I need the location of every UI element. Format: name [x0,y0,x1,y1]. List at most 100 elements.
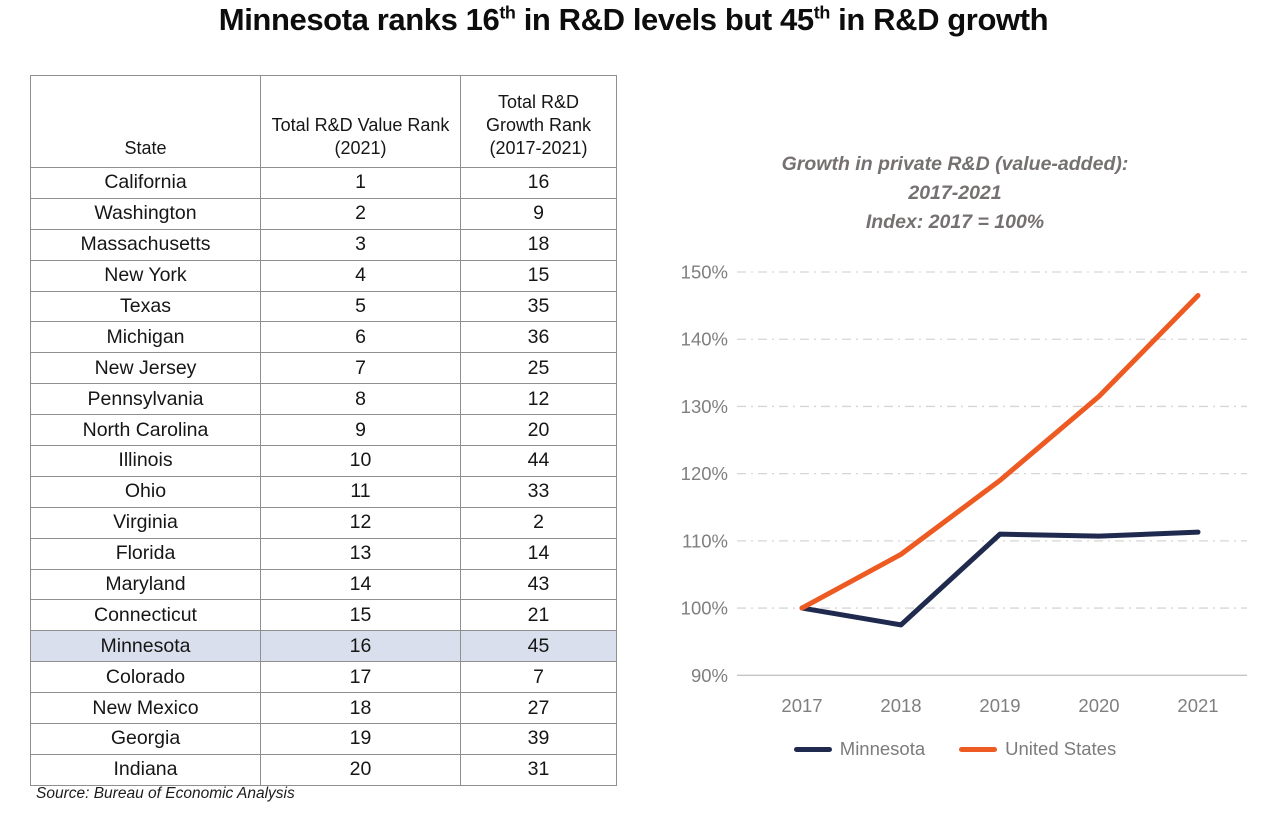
table-cell: Georgia [30,723,261,755]
y-axis-tick-label: 90% [691,665,728,686]
table-cell: 12 [460,383,617,416]
table-row: Texas 5 35 [30,290,617,323]
table-row: Georgia 19 39 [30,723,617,755]
title-ordinal-suffix: th [499,2,516,23]
source-note: Source: Bureau of Economic Analysis [36,785,295,802]
legend-line-swatch [793,746,832,752]
column-header: State [30,75,261,168]
table-cell: Colorado [30,661,261,694]
table-row: Colorado 17 7 [30,661,617,694]
table-row: New Mexico 18 27 [30,692,617,725]
table-row: Florida 13 14 [30,537,617,570]
column-header: Total R&D Value Rank (2021) [260,75,461,168]
table-cell: 17 [260,661,461,694]
table-row-highlighted: Minnesota 16 45 [30,630,617,663]
table-cell: 43 [460,568,617,601]
table-cell: Texas [30,290,261,323]
minnesota-line [799,529,1201,628]
table-cell: 45 [460,630,617,663]
title-text: Minnesota ranks 16 [218,2,500,37]
table-cell: Michigan [30,321,261,354]
table-header-row: State Total R&D Value Rank (2021) Total R&… [30,75,617,168]
table-cell: 1 [260,167,461,199]
chart-title-line3: Index: 2017 = 100% [865,211,1045,233]
table-cell: 33 [460,475,617,508]
x-axis-tick-label: 2020 [1078,695,1119,716]
table-cell: Maryland [30,568,261,601]
table-cell: North Carolina [30,414,261,447]
table-cell: 16 [460,167,617,199]
chart-title: Growth in private R&D (value-added): 201… [650,150,1260,237]
table-cell: 7 [260,352,461,385]
table-row: Pennsylvania 8 12 [30,383,617,416]
y-axis-tick-label: 140% [681,329,728,350]
table-cell: Massachusetts [30,228,261,261]
y-axis-tick-label: 150% [681,262,728,283]
table-cell: 19 [260,723,461,755]
x-axis-tick-label: 2017 [781,695,822,716]
table-cell: 16 [260,630,461,663]
table-row: Massachusetts 3 18 [30,228,617,261]
table-cell: Connecticut [30,599,261,632]
x-axis-tick-label: 2018 [880,695,921,716]
table-row: New Jersey 7 25 [30,352,617,385]
column-header: Total R&D Growth Rank (2017-2021) [460,75,617,168]
table-cell: 18 [460,228,617,261]
table-cell: 9 [260,414,461,447]
table-cell: 13 [260,537,461,570]
table-cell: 3 [260,228,461,261]
legend-item: Minnesota [793,738,926,760]
table-cell: 9 [460,197,617,230]
table-cell: 2 [460,506,617,539]
y-axis-tick-label: 130% [681,396,728,417]
table-cell: 36 [460,321,617,354]
page-title: Minnesota ranks 16th in R&D levels but 4… [0,2,1267,38]
table-body: California 1 16 Washington 2 9 Massachusetts 3 1… [30,167,617,786]
y-axis-tick-label: 120% [681,463,728,484]
table-cell: Ohio [30,475,261,508]
table-cell: 39 [460,723,617,755]
table-row: Virginia 12 2 [30,506,617,539]
table-cell: 25 [460,352,617,385]
united-states-line [799,293,1201,611]
table-row: Maryland 14 43 [30,568,617,601]
table-row: Connecticut 15 21 [30,599,617,632]
legend-item: United States [959,738,1116,760]
legend-line-swatch [959,746,998,752]
table-cell: 18 [260,692,461,725]
legend-label: Minnesota [839,738,926,759]
table-cell: 5 [260,290,461,323]
title-ordinal-suffix: th [813,2,831,23]
table-cell: Pennsylvania [30,383,261,416]
table-cell: 15 [260,599,461,632]
table-cell: 44 [460,445,617,477]
table-cell: 27 [460,692,617,725]
table-cell: 35 [460,290,617,323]
table-row: New York 4 15 [30,259,617,292]
chart-title-line2: 2017-2021 [908,182,1002,204]
table-cell: California [30,167,261,199]
line-chart-plot: 90% 100% 110% 120% 130% 140% 150% 2017 2018 2019 2… [681,262,1247,716]
table-cell: 20 [260,753,461,786]
table-row: Indiana 20 31 [30,753,617,786]
growth-line-chart: Growth in private R&D (value-added): 201… [650,140,1260,790]
table-cell: 15 [460,259,617,292]
table-cell: Washington [30,197,261,230]
title-text: in R&D levels but 45 [515,2,814,37]
chart-legend: Minnesota United States [650,738,1260,760]
table-cell: 7 [460,661,617,694]
table-cell: Minnesota [30,630,261,663]
table-cell: New Mexico [30,692,261,725]
table-cell: 31 [460,753,617,786]
table-row: California 1 16 [30,167,617,199]
table-row: Illinois 10 44 [30,445,617,477]
table-cell: 2 [260,197,461,230]
table-row: Washington 2 9 [30,197,617,230]
table-cell: 4 [260,259,461,292]
table-cell: Florida [30,537,261,570]
table-row: North Carolina 9 20 [30,414,617,447]
table-row: Michigan 6 36 [30,321,617,354]
table-cell: 8 [260,383,461,416]
table-cell: Virginia [30,506,261,539]
